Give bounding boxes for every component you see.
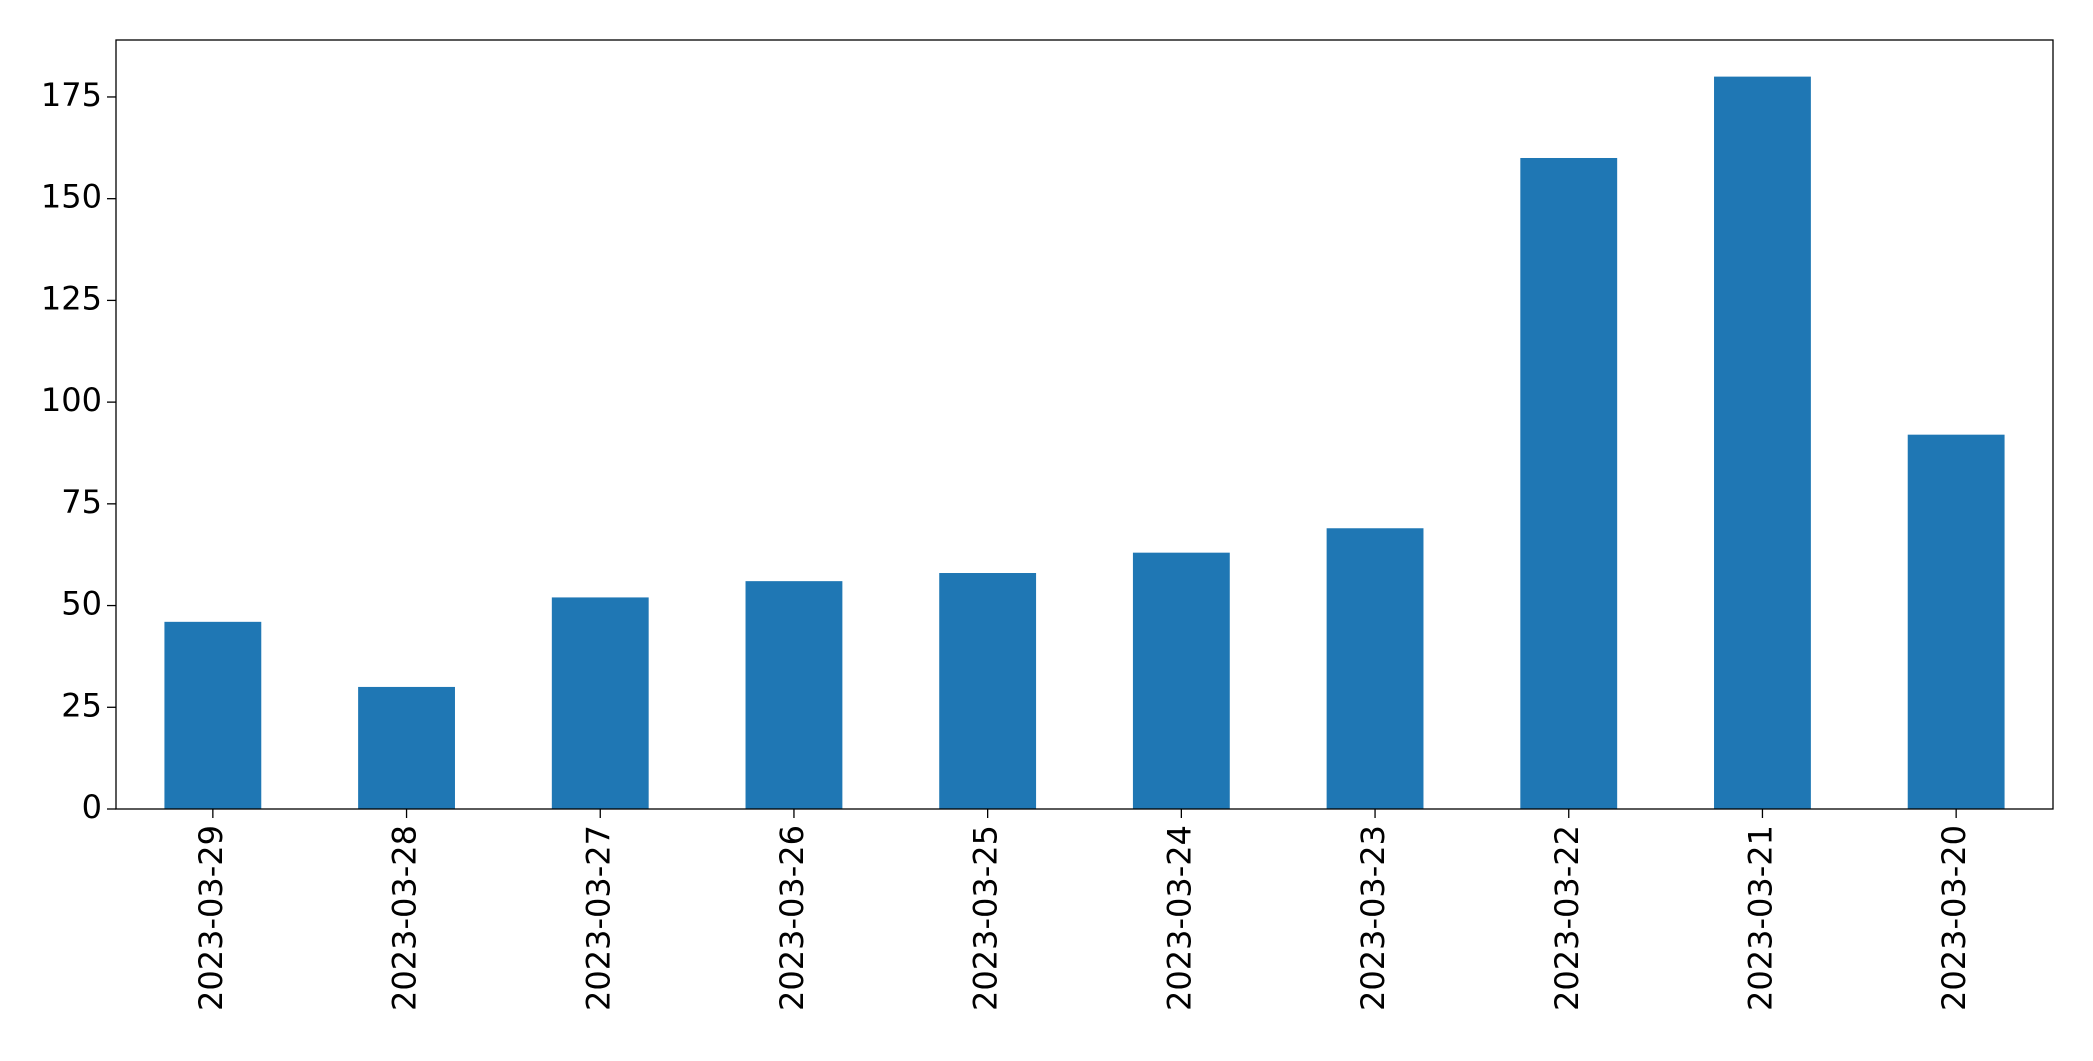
bar <box>1326 528 1424 809</box>
bar <box>1520 157 1618 810</box>
y-tick-label: 100 <box>41 381 102 419</box>
plot-frame <box>115 39 2054 810</box>
bar <box>745 581 843 809</box>
y-tick-label: 75 <box>61 483 102 521</box>
x-tick-label: 2023-03-21 <box>1741 825 1779 1011</box>
y-tick-label: 175 <box>41 76 102 114</box>
x-tick-label: 2023-03-25 <box>967 825 1005 1011</box>
x-tick-label: 2023-03-26 <box>773 825 811 1011</box>
bar <box>939 573 1037 809</box>
y-tick-label: 25 <box>61 686 102 724</box>
x-tick-label: 2023-03-28 <box>386 825 424 1011</box>
x-tick-label: 2023-03-27 <box>579 825 617 1011</box>
bar <box>551 597 649 809</box>
bar <box>1132 552 1230 809</box>
x-tick-label: 2023-03-22 <box>1548 825 1586 1011</box>
x-tick-label: 2023-03-29 <box>192 825 230 1011</box>
bar <box>1714 76 1811 810</box>
y-tick-label: 0 <box>82 788 102 826</box>
y-tick-label: 50 <box>61 585 102 623</box>
x-tick-label: 2023-03-23 <box>1354 825 1392 1011</box>
y-tick-label: 150 <box>41 178 102 216</box>
y-tick-label: 125 <box>41 279 102 317</box>
x-tick-label: 2023-03-24 <box>1160 825 1198 1011</box>
bar <box>358 686 455 809</box>
bar <box>1907 434 2005 809</box>
bar <box>164 621 262 809</box>
x-tick-label: 2023-03-20 <box>1935 825 1973 1011</box>
